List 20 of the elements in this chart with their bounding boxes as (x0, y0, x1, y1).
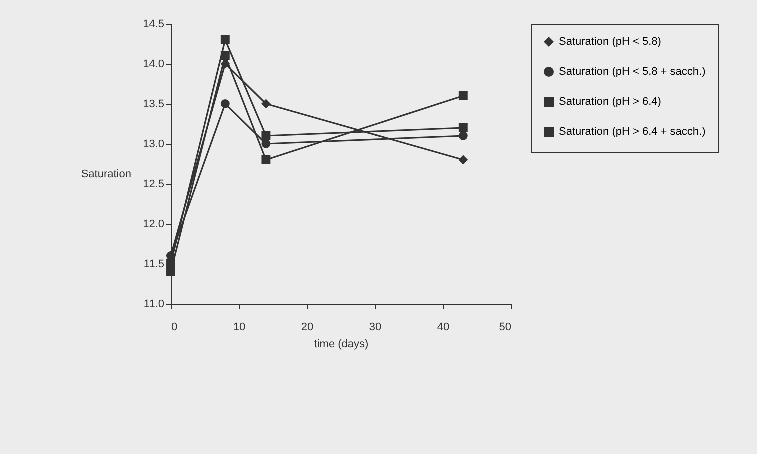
x-tick-label: 40 (437, 322, 450, 334)
y-tick-label: 12.0 (143, 218, 164, 230)
legend-label: Saturation (pH < 5.8 + sacch.) (559, 66, 706, 78)
y-axis-title: Saturation (81, 168, 132, 180)
legend-label: Saturation (pH > 6.4) (559, 96, 662, 108)
y-tick-label: 13.0 (143, 138, 164, 150)
x-tick-label: 20 (301, 322, 314, 334)
y-tick-label: 14.0 (143, 58, 164, 70)
x-tick-label: 50 (499, 322, 512, 334)
x-tick-label: 30 (369, 322, 382, 334)
legend-label: Saturation (pH > 6.4 + sacch.) (559, 126, 706, 138)
x-tick-label: 0 (172, 322, 178, 334)
y-tick-label: 11.0 (144, 298, 164, 310)
y-tick-label: 11.5 (144, 258, 164, 270)
x-axis-title: time (days) (314, 338, 369, 350)
legend-label: Saturation (pH < 5.8) (559, 36, 662, 48)
y-tick-label: 12.5 (143, 178, 164, 190)
y-tick-label: 14.5 (143, 18, 164, 30)
x-tick-label: 10 (233, 322, 246, 334)
y-tick-label: 13.5 (143, 98, 164, 110)
